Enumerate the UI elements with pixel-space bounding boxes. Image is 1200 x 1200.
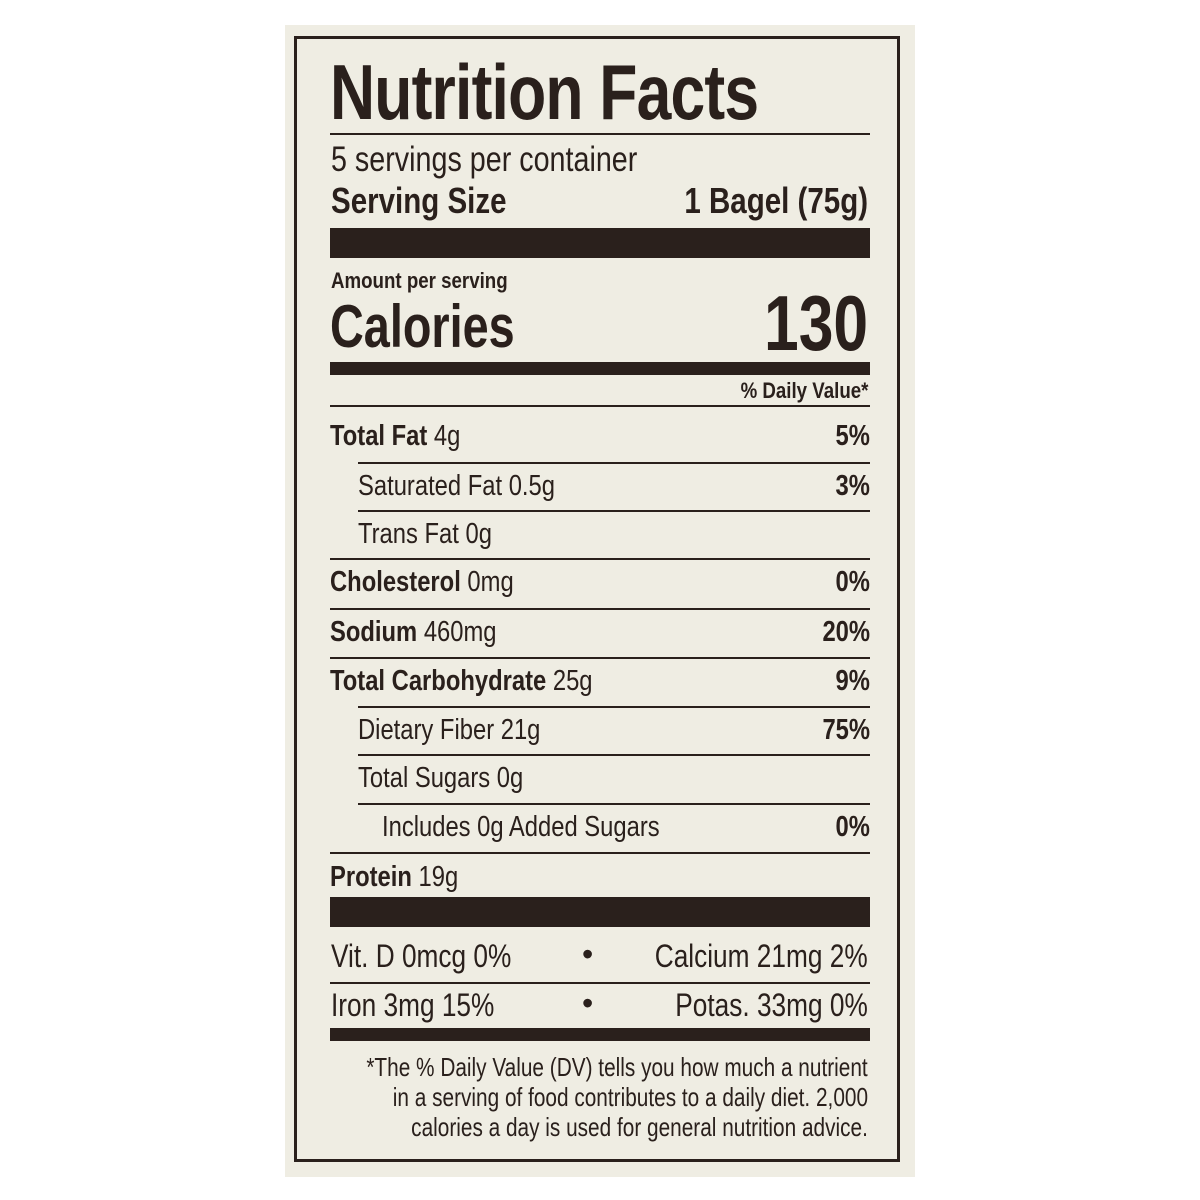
nutrient-label: Cholesterol 0mg [330, 566, 514, 599]
nutrient-label: Dietary Fiber 21g [358, 714, 540, 747]
potassium: Potas. 33mg 0% [675, 987, 868, 1023]
nutrient-row: Sodium 460mg 20% [330, 608, 870, 656]
row-divider [330, 558, 870, 560]
separator-dot: • [582, 985, 594, 1021]
calcium: Calcium 21mg 2% [655, 938, 868, 974]
nutrient-row: Total Carbohydrate 25g 9% [330, 657, 870, 705]
title-rule [330, 133, 870, 135]
row-divider [358, 510, 870, 512]
row-divider [358, 754, 870, 756]
nutrient-row: Trans Fat 0g [330, 510, 870, 558]
nutrient-amount: 4g [433, 420, 461, 452]
nutrient-daily-value: 75% [822, 714, 870, 746]
iron: Iron 3mg 15% [331, 987, 495, 1023]
row-divider [358, 706, 870, 708]
nutrient-row: Includes 0g Added Sugars 0% [330, 803, 870, 851]
nutrient-daily-value: 9% [835, 665, 870, 697]
footnote-line-1: *The % Daily Value (DV) tells you how mu… [366, 1052, 868, 1082]
nutrient-amount: 0mg [467, 566, 514, 598]
nutrient-label: Total Sugars 0g [358, 762, 523, 795]
nutrient-row: Total Sugars 0g [330, 754, 870, 802]
nutrient-label: Includes 0g Added Sugars [382, 811, 660, 844]
daily-value-header: % Daily Value* [740, 378, 868, 403]
vitamin-rule [330, 982, 870, 984]
nutrient-amount: 0g [496, 762, 524, 794]
nutrient-name: Cholesterol [330, 566, 461, 598]
nutrient-name: Dietary Fiber [358, 714, 495, 746]
calories-bar [330, 362, 870, 375]
footnote-bar [330, 1028, 870, 1041]
nutrient-daily-value: 5% [835, 420, 870, 452]
separator-dot: • [582, 936, 594, 972]
label-border [294, 36, 900, 1162]
nutrient-amount: 21g [500, 714, 541, 746]
nutrient-row: Saturated Fat 0.5g 3% [330, 462, 870, 510]
label-panel [285, 25, 915, 1177]
nutrient-amount: 0g [465, 518, 492, 550]
nutrient-amount: 19g [418, 861, 459, 893]
nutrient-row: Total Fat 4g 5% [330, 412, 870, 460]
nutrient-row: Cholesterol 0mg 0% [330, 558, 870, 606]
row-divider [330, 608, 870, 610]
nutrient-name: Total Fat [330, 420, 428, 452]
nutrient-amount: 25g [552, 665, 593, 697]
row-divider [358, 462, 870, 464]
calories-value: 130 [763, 279, 868, 367]
nutrient-label: Saturated Fat 0.5g [358, 470, 555, 503]
nutrient-name: Includes 0g Added Sugars [382, 811, 660, 843]
nutrient-row: Protein 19g [330, 853, 870, 901]
footnote-line-2: in a serving of food contributes to a da… [392, 1082, 868, 1112]
nutrient-name: Sodium [330, 616, 418, 648]
nutrient-amount: 0.5g [508, 470, 555, 502]
thick-bar-vitamins [330, 897, 870, 927]
vitamin-d: Vit. D 0mcg 0% [331, 938, 512, 974]
nutrient-label: Protein 19g [330, 861, 458, 894]
nutrient-amount: 460mg [423, 616, 497, 648]
nutrient-label: Trans Fat 0g [358, 518, 492, 551]
calories-label: Calories [330, 293, 515, 360]
nutrient-daily-value: 0% [835, 811, 870, 843]
nutrient-label: Sodium 460mg [330, 616, 497, 649]
serving-size-value: 1 Bagel (75g) [684, 180, 868, 221]
servings-per-container: 5 servings per container [331, 140, 638, 179]
row-divider [330, 657, 870, 659]
serving-size-label: Serving Size [331, 180, 507, 221]
nutrient-label: Total Fat 4g [330, 420, 460, 453]
nutrient-name: Total Carbohydrate [330, 665, 547, 697]
nutrient-label: Total Carbohydrate 25g [330, 665, 593, 698]
nutrient-name: Total Sugars [358, 762, 491, 794]
nutrient-name: Protein [330, 861, 412, 893]
row-divider [358, 803, 870, 805]
nutrient-name: Trans Fat [358, 518, 459, 550]
nutrient-daily-value: 3% [835, 470, 870, 502]
protein-rule [330, 852, 870, 854]
title: Nutrition Facts [330, 48, 759, 136]
footnote-line-3: calories a day is used for general nutri… [411, 1112, 868, 1142]
amount-per-serving: Amount per serving [331, 268, 508, 293]
nutrient-row: Dietary Fiber 21g 75% [330, 706, 870, 754]
nutrient-daily-value: 20% [822, 616, 870, 648]
thick-bar-top [330, 228, 870, 258]
nutrient-name: Saturated Fat [358, 470, 503, 502]
dv-rule [330, 405, 870, 407]
nutrient-daily-value: 0% [835, 566, 870, 598]
